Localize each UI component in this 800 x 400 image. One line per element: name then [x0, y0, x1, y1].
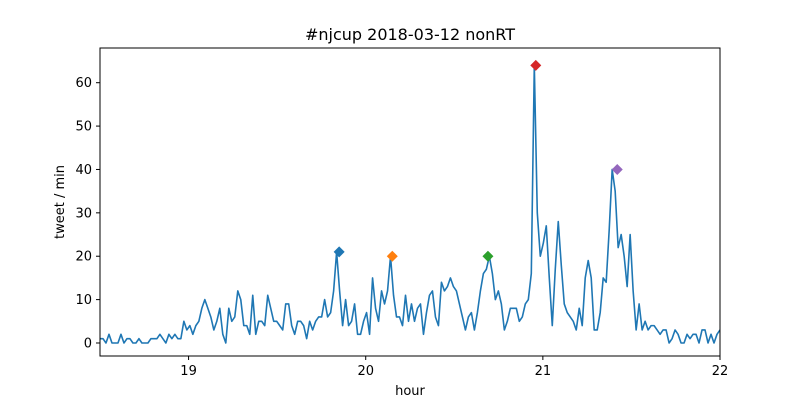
- y-axis-label: tweet / min: [53, 165, 68, 239]
- y-tick-label-5: 50: [75, 120, 92, 135]
- y-tick-label-6: 60: [75, 76, 92, 91]
- plot-area: [100, 59, 720, 344]
- y-axis: 0 10 20 30 40 50 60: [75, 76, 100, 351]
- x-tick-label-0: 19: [180, 364, 197, 379]
- y-tick-label-2: 20: [75, 250, 92, 265]
- y-tick-label-0: 0: [84, 336, 92, 351]
- x-tick-label-3: 22: [712, 364, 729, 379]
- peak-marker-2: [482, 250, 494, 262]
- x-tick-label-1: 20: [357, 364, 374, 379]
- x-axis: 19 20 21 22: [180, 356, 728, 379]
- y-tick-label-3: 30: [75, 206, 92, 221]
- peak-marker-1: [386, 250, 398, 262]
- x-tick-label-2: 21: [535, 364, 552, 379]
- x-axis-label: hour: [395, 384, 425, 399]
- peak-marker-3: [530, 59, 542, 71]
- peak-marker-0: [333, 246, 345, 258]
- y-tick-label-1: 10: [75, 293, 92, 308]
- plot-frame: [99, 47, 721, 357]
- chart-title: #njcup 2018-03-12 nonRT: [305, 25, 515, 44]
- series-line-0: [100, 64, 720, 344]
- peak-marker-4: [611, 163, 623, 175]
- y-tick-label-4: 40: [75, 163, 92, 178]
